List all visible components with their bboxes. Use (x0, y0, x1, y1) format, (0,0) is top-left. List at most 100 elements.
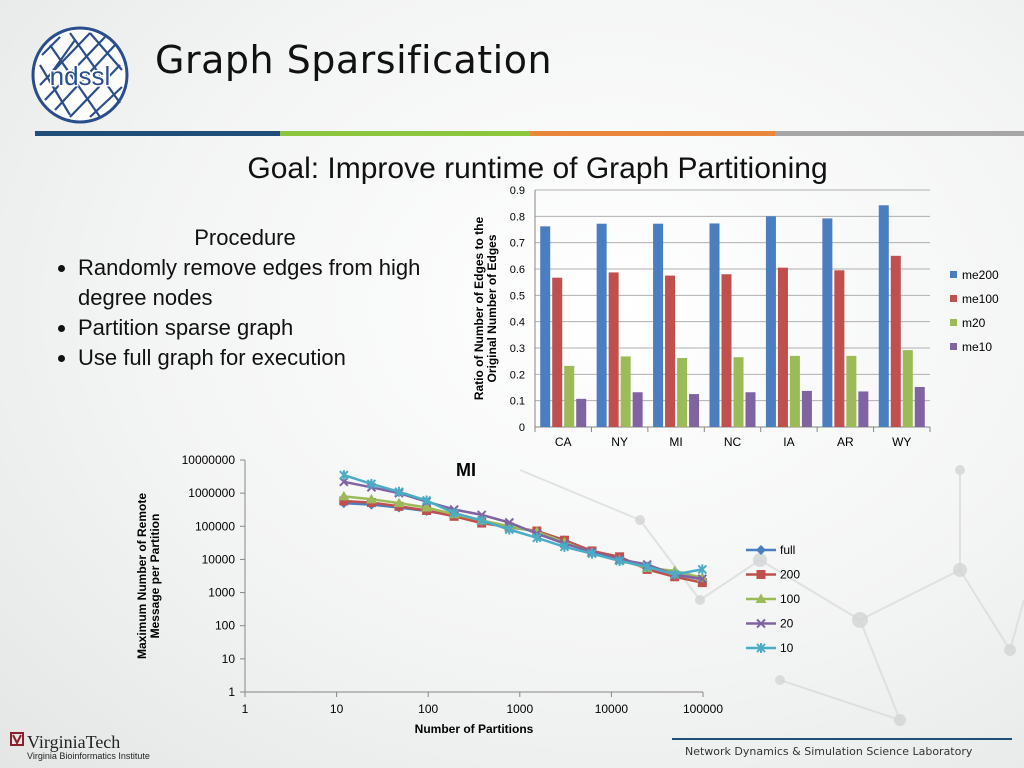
bar-m20-CA (564, 365, 575, 427)
legend-marker-100 (755, 593, 767, 603)
x-tick-label: 1 (242, 702, 249, 716)
data-point-10 (587, 548, 597, 559)
data-point-10 (504, 524, 515, 535)
procedure-list: Randomly remove edges from high degree n… (40, 253, 460, 373)
procedure-bullet: Randomly remove edges from high degree n… (78, 253, 460, 313)
x-tick-label: 100000 (683, 702, 723, 716)
data-point-20 (504, 517, 515, 528)
data-point-10 (559, 541, 570, 552)
bar-m20-NC (733, 357, 744, 427)
legend-label-20: 20 (780, 617, 794, 631)
data-point-100 (421, 501, 433, 512)
data-point-10 (477, 515, 487, 526)
bar-me200-MI (653, 223, 664, 427)
bar-me10-CA (576, 398, 587, 427)
data-point-10 (394, 486, 404, 497)
y-tick-label: 1 (228, 685, 235, 699)
x-tick-label: AR (837, 435, 854, 449)
title-stripe-gray (775, 131, 1024, 136)
legend-swatch-me200 (950, 271, 957, 278)
ndssl-logo: ndssl (31, 26, 129, 124)
bar-m20-NY (620, 356, 631, 427)
bar-me200-NC (709, 223, 720, 427)
x-tick-label: 10 (330, 702, 344, 716)
y-tick-label: 0.7 (510, 238, 525, 250)
legend-marker-20 (756, 618, 766, 629)
legend-label-full: full (780, 543, 795, 557)
data-point-10 (449, 508, 459, 519)
bar-me10-NY (632, 392, 643, 427)
bar-me100-CA (552, 277, 563, 427)
legend-marker-200 (756, 570, 766, 579)
bar-m20-WY (902, 350, 913, 427)
bar-me10-WY (914, 386, 925, 427)
legend-marker-full (756, 545, 766, 555)
bar-me100-NC (721, 274, 732, 427)
bar-me10-IA (801, 390, 812, 427)
bar-me10-NC (745, 392, 756, 427)
data-point-20 (697, 574, 708, 584)
bar-me10-AR (858, 391, 869, 427)
footer-divider (672, 738, 1012, 740)
data-point-10 (670, 569, 680, 580)
legend-label-200: 200 (780, 568, 800, 582)
edge-ratio-bar-chart: 0 0.1 0.2 0.3 0.4 0.5 0.6 0.7 0.8 0.9 CA NY MI NC IA AR… (472, 185, 999, 449)
legend-label-100: 100 (780, 592, 800, 606)
y-tick-label: 10000000 (182, 453, 236, 467)
y-tick-label: 0.3 (510, 343, 525, 355)
data-point-10 (642, 561, 652, 572)
data-point-10 (532, 532, 542, 543)
y-tick-label: 0 (519, 422, 525, 434)
title-stripe-orange (530, 131, 775, 136)
legend-swatch-me10 (950, 343, 957, 350)
y-axis-label-line: Original Number of Edges (485, 234, 499, 382)
series-200 (339, 496, 707, 588)
y-tick-label: 1000 (208, 586, 235, 600)
y-tick-label: 100 (215, 619, 235, 633)
x-tick-label: MI (669, 435, 682, 449)
bar-me200-CA (540, 226, 551, 427)
bar-me200-NY (596, 223, 607, 427)
slide-title: Graph Sparsification (155, 38, 553, 82)
goal-statement: Goal: Improve runtime of Graph Partition… (247, 152, 828, 185)
bar-me100-IA (777, 267, 788, 427)
logo-text: ndssl (50, 61, 111, 91)
virginia-tech-logo-mark (10, 732, 24, 746)
y-axis-label-line: Ratio of Number of Edges to the (472, 217, 486, 401)
data-point-10 (366, 478, 377, 489)
x-tick-label: 10000 (595, 702, 629, 716)
legend-label-me10: me10 (962, 340, 992, 354)
data-point-10 (421, 495, 432, 506)
title-stripe-blue (35, 131, 280, 136)
y-axis-label-line: Maximum Number of Remote (135, 493, 149, 659)
bar-me200-IA (765, 216, 776, 427)
y-axis-label: Ratio of Number of Edges to theOriginal … (472, 217, 499, 401)
x-tick-label: 1000 (506, 702, 533, 716)
org-name: VirginiaTech (27, 732, 121, 752)
x-tick-label: CA (555, 435, 572, 449)
legend-swatch-m20 (950, 319, 957, 326)
bar-me200-AR (822, 218, 833, 427)
legend-label-m20: m20 (962, 316, 986, 330)
procedure-heading: Procedure (194, 225, 296, 250)
data-point-200 (697, 578, 707, 588)
procedure-bullet: Partition sparse graph (78, 313, 460, 343)
bar-m20-AR (846, 355, 857, 427)
bar-me200-WY (878, 205, 889, 427)
x-tick-label: WY (892, 435, 911, 449)
legend-label-10: 10 (780, 641, 794, 655)
procedure-bullet: Use full graph for execution (78, 343, 460, 373)
bar-me100-MI (665, 275, 676, 427)
x-tick-label: NC (724, 435, 742, 449)
y-tick-label: 0.5 (510, 290, 525, 302)
data-point-10 (614, 555, 625, 566)
y-tick-label: 0.4 (510, 317, 525, 329)
y-tick-label: 1000000 (188, 486, 235, 500)
x-tick-label: NY (611, 435, 628, 449)
legend-marker-10 (756, 643, 766, 653)
y-axis-label-line: Message per Partition (148, 514, 162, 639)
x-tick-label: 100 (418, 702, 438, 716)
series-10 (339, 470, 708, 580)
y-tick-label: 0.1 (510, 396, 525, 408)
